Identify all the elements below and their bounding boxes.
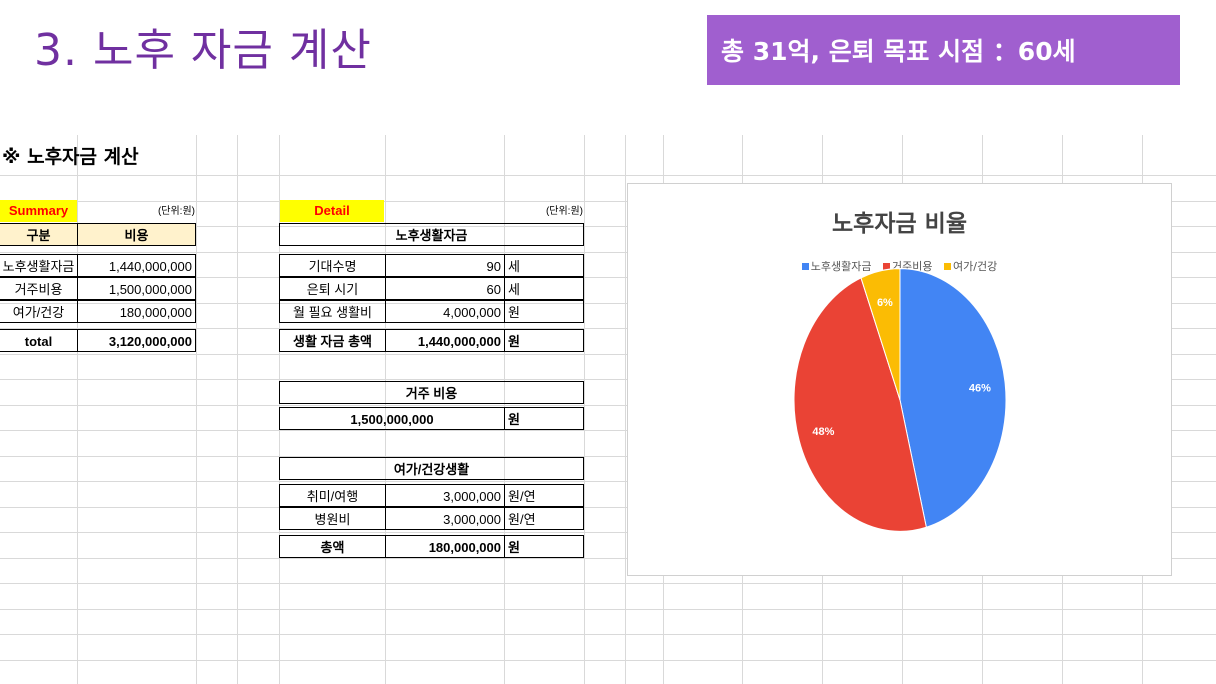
- legend-item: 여가/건강: [944, 260, 997, 273]
- pie-slice[interactable]: [793, 276, 927, 533]
- gridline: [385, 135, 386, 684]
- summary-header-category: 구분: [0, 223, 78, 246]
- gridline: [0, 302, 1216, 304]
- legend-item: 노후생활자금: [801, 260, 872, 273]
- gridline: [0, 557, 1216, 559]
- leisure-row-unit: 원/연: [504, 507, 584, 530]
- living-row-label: 은퇴 시기: [279, 277, 386, 300]
- legend-swatch: [801, 263, 809, 270]
- gridline: [0, 608, 1216, 610]
- living-row-unit: 원: [504, 300, 584, 323]
- leisure-row-value: 3,000,000: [385, 484, 505, 507]
- gridline: [0, 583, 1216, 584]
- pie-data-label: 6%: [877, 297, 893, 309]
- living-row-value: 60: [385, 277, 505, 300]
- living-fund-header: 노후생활자금: [279, 223, 584, 246]
- gridline: [0, 506, 1216, 508]
- gridline: [0, 175, 1216, 176]
- gridline: [625, 135, 626, 684]
- living-total-value: 1,440,000,000: [385, 329, 505, 352]
- pie-group: [793, 267, 1007, 533]
- gridline: [0, 430, 1216, 431]
- summary-tag: Summary: [0, 200, 77, 222]
- leisure-total-label: 총액: [279, 535, 386, 558]
- living-total-unit: 원: [504, 329, 584, 352]
- living-row-label: 월 필요 생활비: [279, 300, 386, 323]
- summary-row-value: 1,440,000,000: [77, 254, 196, 277]
- summary-total-label: total: [0, 329, 78, 352]
- gridline: [0, 481, 1216, 482]
- gridline: [0, 328, 1216, 329]
- pie-data-label: 48%: [812, 426, 834, 438]
- summary-row-label: 노후생활자금: [0, 254, 78, 277]
- summary-row-value: 180,000,000: [77, 300, 196, 323]
- leisure-total-value: 180,000,000: [385, 535, 505, 558]
- summary-banner: 총 31억, 은퇴 목표 시점 ：60세: [707, 15, 1180, 85]
- pie-slice[interactable]: [899, 267, 1007, 529]
- slide-title: 3. 노후 자금 계산: [34, 25, 372, 76]
- gridline: [584, 135, 585, 684]
- pie-chart: 46% 48% 6%: [793, 267, 1007, 533]
- summary-row-label: 여가/건강: [0, 300, 78, 323]
- living-total-label: 생활 자금 총액: [279, 329, 386, 352]
- legend-swatch: [883, 263, 891, 270]
- gridline: [0, 532, 1216, 533]
- gridline: [0, 634, 1216, 635]
- leisure-row-label: 취미/여행: [279, 484, 386, 507]
- living-row-unit: 세: [504, 254, 584, 277]
- leisure-row-unit: 원/연: [504, 484, 584, 507]
- gridline: [0, 455, 1216, 457]
- gridline: [0, 379, 1216, 380]
- leisure-row-label: 병원비: [279, 507, 386, 530]
- housing-value: 1,500,000,000: [279, 407, 505, 430]
- housing-header: 거주 비용: [279, 381, 584, 404]
- legend-swatch: [944, 263, 952, 270]
- leisure-total-unit: 원: [504, 535, 584, 558]
- leisure-header: 여가/건강생활: [279, 457, 584, 480]
- summary-header-cost: 비용: [77, 223, 196, 246]
- sheet-title: ※ 노후자금 계산: [2, 146, 139, 168]
- gridline: [0, 200, 1216, 202]
- detail-tag: Detail: [280, 200, 384, 222]
- living-row-value: 4,000,000: [385, 300, 505, 323]
- gridline: [0, 226, 1216, 227]
- gridline: [196, 135, 197, 684]
- gridline: [0, 659, 1216, 661]
- pie-data-label: 46%: [969, 382, 991, 394]
- gridline: [77, 135, 78, 684]
- gridline: [0, 251, 1216, 253]
- pie-slice[interactable]: [860, 267, 901, 401]
- gridline: [237, 135, 238, 684]
- summary-row-label: 거주비용: [0, 277, 78, 300]
- leisure-row-value: 3,000,000: [385, 507, 505, 530]
- summary-unit: (단위:원): [157, 206, 195, 217]
- legend-label: 노후생활자금: [810, 260, 872, 273]
- gridline: [0, 404, 1216, 406]
- pie-chart-panel[interactable]: 노후자금 비율 노후생활자금 거주비용 여가/건강 46% 48% 6%: [627, 183, 1172, 576]
- living-row-unit: 세: [504, 277, 584, 300]
- housing-unit: 원: [504, 407, 584, 430]
- summary-total-value: 3,120,000,000: [77, 329, 196, 352]
- gridline: [0, 277, 1216, 278]
- legend-label: 여가/건강: [953, 260, 998, 273]
- detail-unit: (단위:원): [545, 206, 583, 217]
- living-row-label: 기대수명: [279, 254, 386, 277]
- summary-row-value: 1,500,000,000: [77, 277, 196, 300]
- chart-title: 노후자금 비율: [832, 211, 967, 237]
- living-row-value: 90: [385, 254, 505, 277]
- gridline: [0, 353, 1216, 355]
